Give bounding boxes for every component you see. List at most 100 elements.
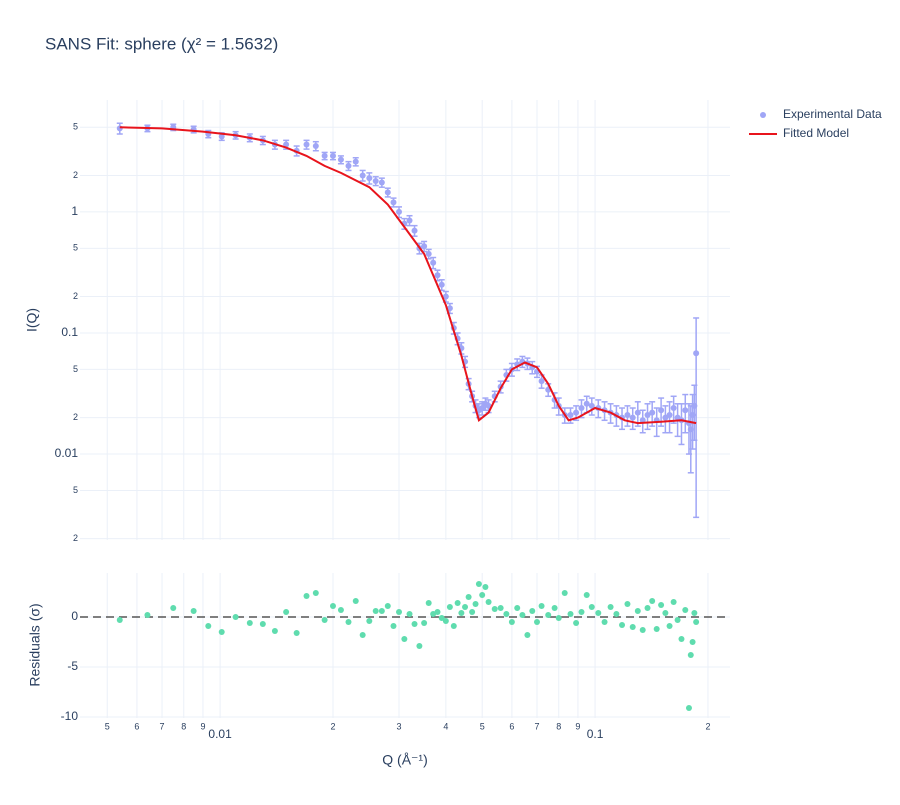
point <box>116 617 123 623</box>
point <box>170 605 177 611</box>
y-tick-label: 5 <box>73 243 78 253</box>
x-tick-label: 7 <box>160 721 165 731</box>
point <box>508 619 515 625</box>
point <box>624 412 631 419</box>
point <box>384 189 391 196</box>
y-axis-title: I(Q) <box>24 308 40 332</box>
point <box>372 177 379 184</box>
y-tick-label: 2 <box>73 291 78 301</box>
point <box>624 601 631 607</box>
point <box>634 608 641 614</box>
y-tick-label: 5 <box>73 122 78 132</box>
point <box>232 614 239 620</box>
point <box>246 620 253 626</box>
point <box>551 605 558 611</box>
point <box>329 152 336 159</box>
point <box>438 281 445 288</box>
point <box>430 259 437 266</box>
x-tick-label: 9 <box>575 721 580 731</box>
point <box>533 619 540 625</box>
point <box>662 610 669 616</box>
x-tick-label: 0.01 <box>208 727 232 741</box>
point <box>538 378 545 385</box>
point <box>485 599 492 605</box>
point <box>583 400 590 407</box>
point <box>366 618 373 624</box>
point <box>465 594 472 600</box>
point <box>666 623 673 629</box>
x-tick-label: 6 <box>134 721 139 731</box>
point <box>218 133 225 140</box>
point <box>454 600 461 606</box>
y-tick-label: 2 <box>73 170 78 180</box>
point <box>653 626 660 632</box>
point <box>503 611 510 617</box>
point <box>687 652 694 658</box>
point <box>639 627 646 633</box>
x-tick-label: 2 <box>705 721 710 731</box>
point <box>479 592 486 598</box>
point <box>682 407 689 414</box>
x-tick-label: 4 <box>443 721 448 731</box>
x-tick-label: 0.1 <box>587 727 604 741</box>
point <box>497 605 504 611</box>
y-tick-label: 0.01 <box>55 446 79 460</box>
point <box>372 608 379 614</box>
point <box>545 612 552 618</box>
point <box>644 605 651 611</box>
point <box>573 620 580 626</box>
point <box>446 604 453 610</box>
x-tick-label: 7 <box>534 721 539 731</box>
point <box>293 630 300 636</box>
point <box>425 600 432 606</box>
legend-swatch <box>760 112 766 118</box>
point <box>442 618 449 624</box>
point <box>421 243 428 250</box>
point <box>644 412 651 419</box>
y-tick-label: 5 <box>73 485 78 495</box>
point <box>607 604 614 610</box>
point <box>421 620 428 626</box>
point <box>345 619 352 625</box>
point <box>411 227 418 234</box>
point <box>561 590 568 596</box>
point <box>378 179 385 186</box>
point <box>666 412 673 419</box>
point <box>458 610 465 616</box>
x-tick-label: 8 <box>181 721 186 731</box>
point <box>116 125 123 132</box>
point <box>450 623 457 629</box>
point <box>573 409 580 416</box>
point <box>462 604 469 610</box>
point <box>190 608 197 614</box>
point <box>434 272 441 279</box>
point <box>205 623 212 629</box>
point <box>588 604 595 610</box>
point <box>678 636 685 642</box>
y-tick-label: 5 <box>73 364 78 374</box>
point <box>359 632 366 638</box>
point <box>384 603 391 609</box>
y-tick-label: 0.1 <box>61 325 78 339</box>
point <box>446 305 453 312</box>
point <box>689 639 696 645</box>
point <box>634 409 641 416</box>
point <box>406 611 413 617</box>
point <box>434 609 441 615</box>
x-tick-label: 8 <box>556 721 561 731</box>
y-tick-label: -5 <box>67 659 78 673</box>
point <box>685 705 692 711</box>
point <box>529 608 536 614</box>
point <box>567 611 574 617</box>
y-tick-label: 2 <box>73 533 78 543</box>
point <box>411 621 418 627</box>
point <box>438 615 445 621</box>
point <box>472 601 479 607</box>
model-line <box>119 126 697 425</box>
point <box>649 409 656 416</box>
point <box>303 593 310 599</box>
point <box>674 617 681 623</box>
y-axis-title: Residuals (σ) <box>27 603 43 686</box>
point <box>682 607 689 613</box>
point <box>337 607 344 613</box>
